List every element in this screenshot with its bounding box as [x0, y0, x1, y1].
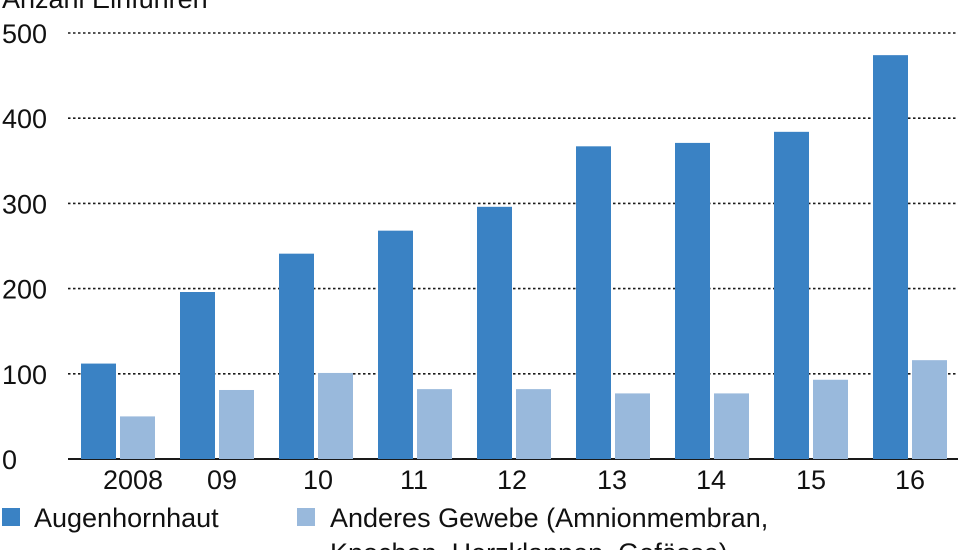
bar-augenhornhaut [675, 142, 710, 459]
bar-anderes-gewebe [813, 379, 848, 459]
legend: Augenhornhaut Anderes Gewebe (Amnionmemb… [2, 503, 768, 550]
y-tick-label: 0 [2, 445, 17, 475]
bar-augenhornhaut [477, 206, 512, 459]
bar-anderes-gewebe [516, 389, 551, 459]
bar-anderes-gewebe [714, 393, 749, 459]
x-tick-label: 16 [895, 465, 925, 495]
y-tick-label: 100 [2, 360, 47, 390]
y-tick-label: 400 [2, 104, 47, 134]
bar-augenhornhaut [576, 146, 611, 460]
legend-label-anderes-gewebe-line-2: Knochen, Herzklappen, Gefässe) [330, 538, 728, 550]
bar-augenhornhaut [279, 253, 314, 459]
y-tick-label: 200 [2, 275, 47, 305]
bar-augenhornhaut [774, 131, 809, 459]
bar-anderes-gewebe [417, 389, 452, 459]
bar-augenhornhaut [81, 363, 116, 459]
y-axis-title: Anzahl Einführen [2, 0, 208, 14]
y-tick-label: 500 [2, 19, 47, 49]
x-tick-label: 2008 [103, 465, 163, 495]
bar-augenhornhaut [378, 230, 413, 459]
legend-swatch-augenhornhaut [2, 508, 20, 526]
x-tick-label: 12 [497, 465, 527, 495]
y-tick-label: 300 [2, 189, 47, 219]
bar-anderes-gewebe [120, 416, 155, 459]
x-tick-label: 10 [303, 465, 333, 495]
bar-anderes-gewebe [615, 393, 650, 459]
x-tick-label: 13 [597, 465, 627, 495]
bar-anderes-gewebe [219, 389, 254, 459]
bars [81, 55, 947, 460]
y-tick-labels: 0 100 200 300 400 500 [2, 19, 47, 475]
x-tick-label: 09 [207, 465, 237, 495]
x-tick-label: 15 [796, 465, 826, 495]
bar-anderes-gewebe [318, 372, 353, 459]
legend-label-augenhornhaut: Augenhornhaut [34, 503, 219, 533]
bar-augenhornhaut [180, 292, 215, 459]
bar-augenhornhaut [873, 55, 908, 459]
legend-swatch-anderes-gewebe [297, 508, 315, 526]
bar-anderes-gewebe [912, 360, 947, 459]
legend-label-anderes-gewebe-line-1: Anderes Gewebe (Amnionmembran, [330, 503, 768, 533]
gridlines [68, 32, 958, 460]
x-tick-label: 11 [400, 465, 428, 495]
x-tick-labels: 2008 09 10 11 12 13 14 15 16 [103, 465, 925, 495]
x-tick-label: 14 [696, 465, 726, 495]
